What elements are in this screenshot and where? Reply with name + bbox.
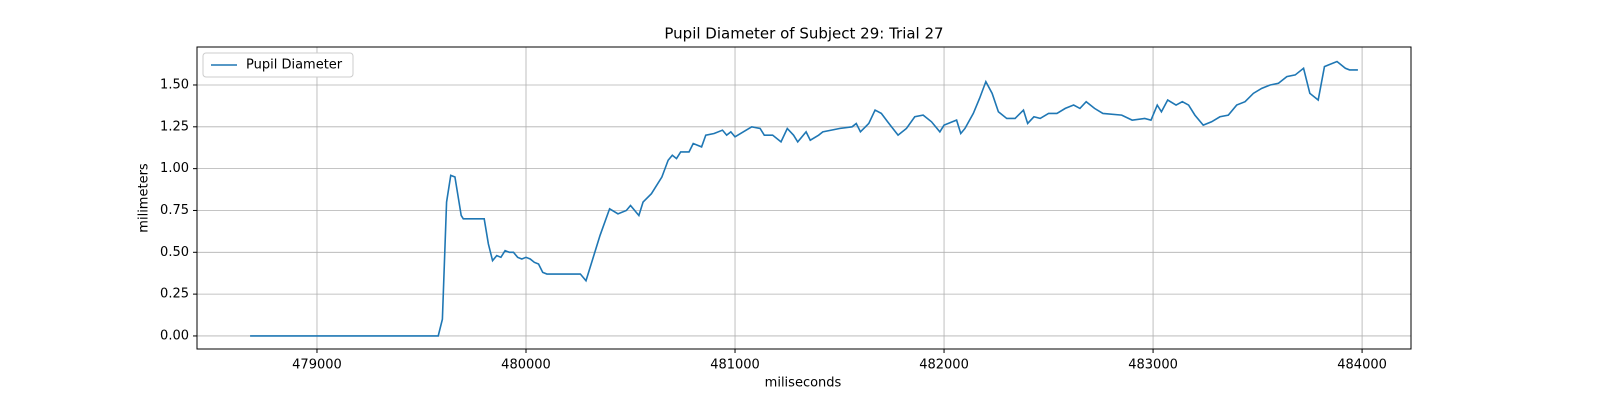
chart-title: Pupil Diameter of Subject 29: Trial 27: [664, 25, 943, 43]
x-tick-label: 480000: [501, 358, 551, 373]
x-axis-label: miliseconds: [765, 376, 842, 391]
legend: Pupil Diameter: [202, 52, 354, 78]
plot-frame: [196, 46, 1412, 350]
legend-box: [202, 52, 354, 78]
legend-label: Pupil Diameter: [246, 58, 343, 73]
x-tick-label: 483000: [1128, 358, 1178, 373]
x-tick-label: 484000: [1337, 358, 1387, 373]
y-tick-label: 1.00: [160, 161, 189, 176]
y-tick-label: 0.50: [160, 245, 189, 260]
x-tick-label: 481000: [710, 358, 760, 373]
data-line: [250, 60, 1358, 337]
y-tick-label: 1.25: [160, 119, 189, 134]
y-tick-label: 1.50: [160, 77, 189, 92]
y-tick-label: 0.00: [160, 328, 189, 343]
y-tick-label: 0.75: [160, 203, 189, 218]
y-axis-label: milimeters: [137, 163, 152, 233]
x-tick-label: 479000: [292, 358, 342, 373]
y-tick-label: 0.25: [160, 287, 189, 302]
x-tick-label: 482000: [919, 358, 969, 373]
